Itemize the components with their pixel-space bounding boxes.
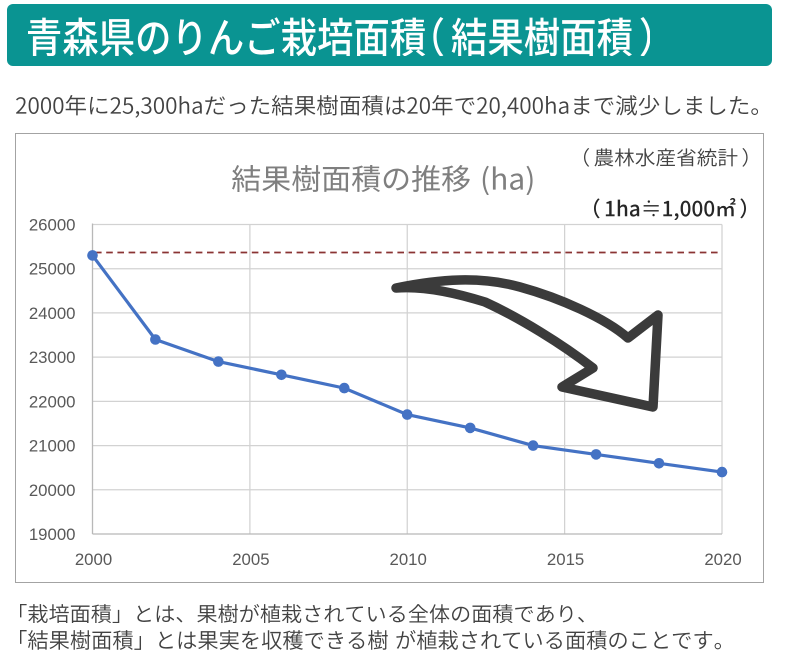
svg-text:2015: 2015 [547,550,584,569]
svg-text:20000: 20000 [29,481,76,500]
svg-text:22000: 22000 [29,392,76,411]
svg-text:2000: 2000 [75,550,112,569]
svg-text:19000: 19000 [29,525,76,544]
svg-text:2020: 2020 [704,550,741,569]
svg-text:23000: 23000 [29,348,76,367]
svg-text:21000: 21000 [29,437,76,456]
svg-text:2010: 2010 [390,550,427,569]
svg-text:26000: 26000 [29,216,76,235]
svg-text:2005: 2005 [232,550,269,569]
svg-text:25000: 25000 [29,260,76,279]
svg-text:24000: 24000 [29,304,76,323]
